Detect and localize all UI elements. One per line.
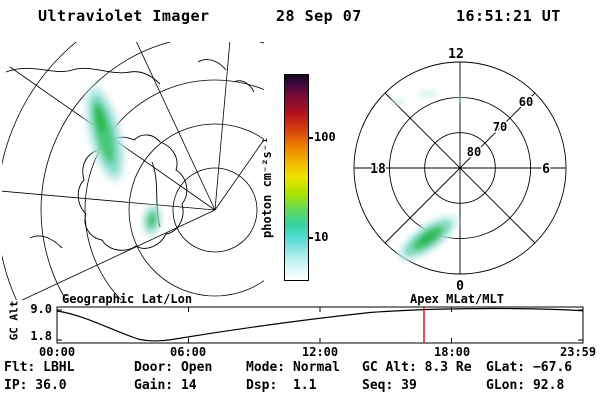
timeline-xtick-2359: 23:59	[560, 345, 597, 359]
status-door: Door: Open	[134, 360, 213, 375]
status-ip: IP: 36.0	[4, 378, 67, 393]
status-glon: GLon: 92.8	[486, 378, 565, 393]
status-flt: Flt: LBHL	[4, 360, 75, 375]
mlat-ring-label-60: 60	[519, 95, 533, 109]
header-time: 16:51:21 UT	[456, 7, 561, 25]
timeline-xtick-0000: 00:00	[39, 345, 76, 359]
colorbar-label: photon cm⁻²s⁻¹	[260, 136, 274, 238]
timeline-ytick-1: 1.8	[30, 329, 52, 343]
mlt-dial: 12 18 6 0 60 70 80	[353, 46, 567, 296]
geographic-map	[2, 42, 264, 300]
status-seq: Seq: 39	[362, 378, 417, 393]
timeline-ytick-9: 9.0	[30, 302, 52, 316]
timeline-xtick-1800: 18:00	[434, 345, 471, 359]
status-gain: Gain: 14	[134, 378, 197, 393]
app-title: Ultraviolet Imager	[38, 7, 210, 25]
colorbar	[284, 74, 309, 281]
timeline-xtick-1200: 12:00	[302, 345, 339, 359]
colorbar-tick-100: 100	[314, 130, 336, 144]
latlon-grid	[2, 42, 264, 300]
mlt-label-18: 18	[370, 162, 386, 177]
colorbar-tick-10: 10	[314, 230, 329, 244]
gc-alt-curve	[56, 307, 584, 342]
altitude-timeline	[56, 306, 584, 344]
status-gc-alt: GC Alt: 8.3 Re	[362, 360, 472, 375]
coastlines	[5, 59, 255, 251]
right-panel-caption: Apex MLat/MLT	[410, 292, 504, 306]
mlat-ring-label-70: 70	[493, 120, 507, 134]
status-dsp: Dsp: 1.1	[246, 378, 317, 393]
aurora-emission	[84, 85, 163, 236]
left-panel-caption: Geographic Lat/Lon	[62, 292, 193, 306]
status-mode: Mode: Normal	[246, 360, 340, 375]
mlat-ring-label-80: 80	[467, 145, 481, 159]
colorbar-tickmark-10	[308, 237, 313, 239]
timeline-axis-ticks	[56, 307, 584, 343]
aurora-emission-dial	[390, 89, 466, 262]
colorbar-tickmark-100	[308, 137, 313, 139]
mlt-label-0: 0	[456, 279, 464, 294]
timeline-xtick-0600: 06:00	[170, 345, 207, 359]
header-date: 28 Sep 07	[276, 7, 362, 25]
mlt-label-12: 12	[448, 47, 464, 62]
mlt-label-6: 6	[542, 162, 550, 177]
status-glat: GLat: −67.6	[486, 360, 573, 375]
